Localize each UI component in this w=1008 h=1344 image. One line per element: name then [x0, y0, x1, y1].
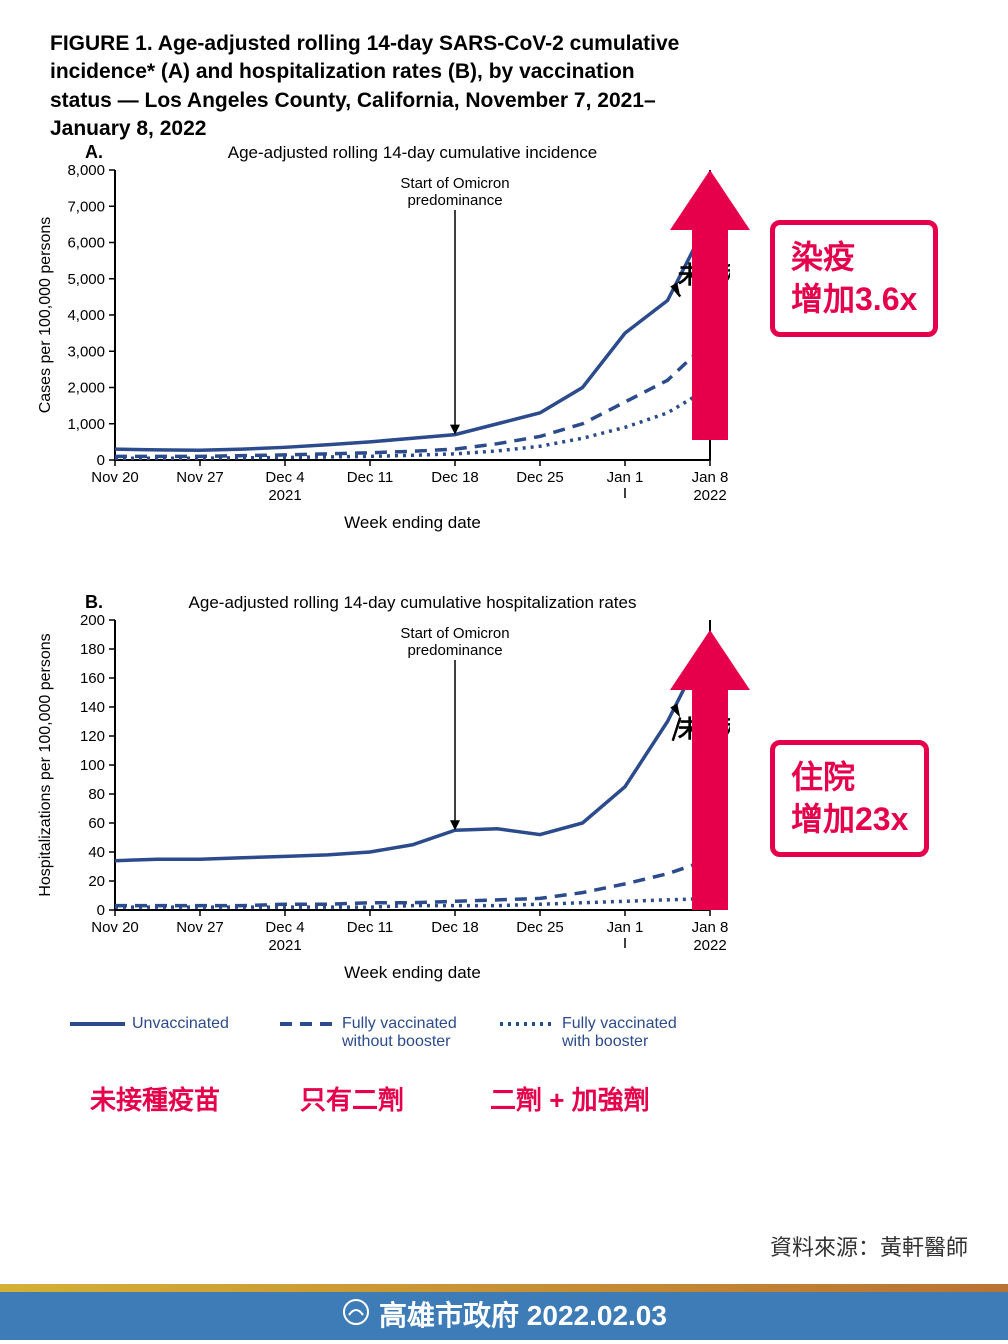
source-text: 資料來源：黃軒醫師	[770, 1230, 968, 1262]
svg-text:Start of Omicron: Start of Omicron	[400, 625, 509, 642]
svg-text:6,000: 6,000	[67, 235, 105, 252]
legend-cn-2: 二劑 + 加強劑	[490, 1080, 650, 1117]
svg-text:0: 0	[97, 902, 105, 919]
figure-title: FIGURE 1. Age-adjusted rolling 14-day SA…	[50, 30, 700, 143]
svg-text:2021: 2021	[268, 487, 301, 504]
svg-text:Fully vaccinated: Fully vaccinated	[562, 1015, 677, 1032]
svg-text:B.: B.	[85, 592, 103, 612]
svg-text:Nov 27: Nov 27	[176, 469, 224, 486]
legend-en: UnvaccinatedFully vaccinatedwithout boos…	[70, 1010, 730, 1070]
svg-text:2022: 2022	[693, 487, 726, 504]
svg-text:without booster: without booster	[341, 1033, 451, 1050]
svg-text:with booster: with booster	[561, 1033, 649, 1050]
svg-text:Cases per 100,000 persons: Cases per 100,000 persons	[37, 217, 54, 414]
svg-text:Nov 27: Nov 27	[176, 919, 224, 936]
svg-text:80: 80	[88, 786, 105, 803]
svg-text:2022: 2022	[693, 937, 726, 954]
svg-text:Hospitalizations per 100,000 p: Hospitalizations per 100,000 persons	[37, 633, 54, 896]
footer-bar: 高雄市政府 2022.02.03	[0, 1292, 1008, 1340]
footer-text: 高雄市政府 2022.02.03	[379, 1300, 667, 1331]
svg-text:2,000: 2,000	[67, 380, 105, 397]
svg-text:8,000: 8,000	[67, 162, 105, 179]
svg-text:Dec 18: Dec 18	[431, 469, 479, 486]
svg-text:Age-adjusted rolling 14-day cu: Age-adjusted rolling 14-day cumulative i…	[228, 143, 598, 162]
legend-cn-1: 只有二劑	[300, 1080, 404, 1117]
svg-text:Jan 8: Jan 8	[692, 919, 729, 936]
svg-text:predominance: predominance	[407, 642, 502, 659]
svg-text:Start of Omicron: Start of Omicron	[400, 175, 509, 192]
svg-text:Jan 1: Jan 1	[607, 919, 644, 936]
svg-text:180: 180	[80, 641, 105, 658]
svg-text:Dec 4: Dec 4	[265, 469, 304, 486]
svg-text:140: 140	[80, 699, 105, 716]
svg-text:Jan 1: Jan 1	[607, 469, 644, 486]
svg-text:Fully vaccinated: Fully vaccinated	[342, 1015, 457, 1032]
legend-cn-0: 未接種疫苗	[90, 1080, 220, 1117]
svg-text:Jan 8: Jan 8	[692, 469, 729, 486]
svg-text:Dec 25: Dec 25	[516, 469, 564, 486]
svg-text:0: 0	[97, 452, 105, 469]
svg-text:60: 60	[88, 815, 105, 832]
svg-text:Dec 11: Dec 11	[347, 469, 393, 486]
svg-text:Nov 20: Nov 20	[91, 469, 139, 486]
svg-text:1,000: 1,000	[67, 416, 105, 433]
chart-a: 0 1,000 2,000 3,000 4,000 5,000 6,000 7,000 8,00…	[30, 130, 730, 540]
svg-text:200: 200	[80, 612, 105, 629]
arrow-up-a	[670, 170, 750, 440]
svg-text:7,000: 7,000	[67, 198, 105, 215]
svg-text:Nov 20: Nov 20	[91, 919, 139, 936]
footer-logo-icon	[341, 1294, 371, 1342]
gradient-bar	[0, 1284, 1008, 1292]
svg-text:120: 120	[80, 728, 105, 745]
svg-text:4,000: 4,000	[67, 307, 105, 324]
svg-text:40: 40	[88, 844, 105, 861]
svg-text:Dec 18: Dec 18	[431, 919, 479, 936]
svg-text:Age-adjusted rolling 14-day cu: Age-adjusted rolling 14-day cumulative h…	[189, 593, 637, 612]
svg-text:Week ending date: Week ending date	[344, 513, 481, 532]
svg-text:Unvaccinated: Unvaccinated	[132, 1015, 229, 1032]
svg-text:100: 100	[80, 757, 105, 774]
callout-a: 染疫增加3.6x	[770, 220, 938, 337]
svg-text:160: 160	[80, 670, 105, 687]
svg-text:Dec 25: Dec 25	[516, 919, 564, 936]
svg-text:Week ending date: Week ending date	[344, 963, 481, 982]
svg-text:Dec 4: Dec 4	[265, 919, 304, 936]
svg-text:Dec 11: Dec 11	[347, 919, 393, 936]
svg-text:A.: A.	[85, 142, 103, 162]
arrow-up-b	[670, 630, 750, 910]
svg-text:20: 20	[88, 873, 105, 890]
svg-text:3,000: 3,000	[67, 343, 105, 360]
svg-text:2021: 2021	[268, 937, 301, 954]
svg-text:predominance: predominance	[407, 192, 502, 209]
svg-text:5,000: 5,000	[67, 271, 105, 288]
callout-b: 住院增加23x	[770, 740, 929, 857]
chart-b: 0 20 40 60 80 100 120 140 160 180 200 Nov 20 Nov 27 D…	[30, 580, 730, 990]
